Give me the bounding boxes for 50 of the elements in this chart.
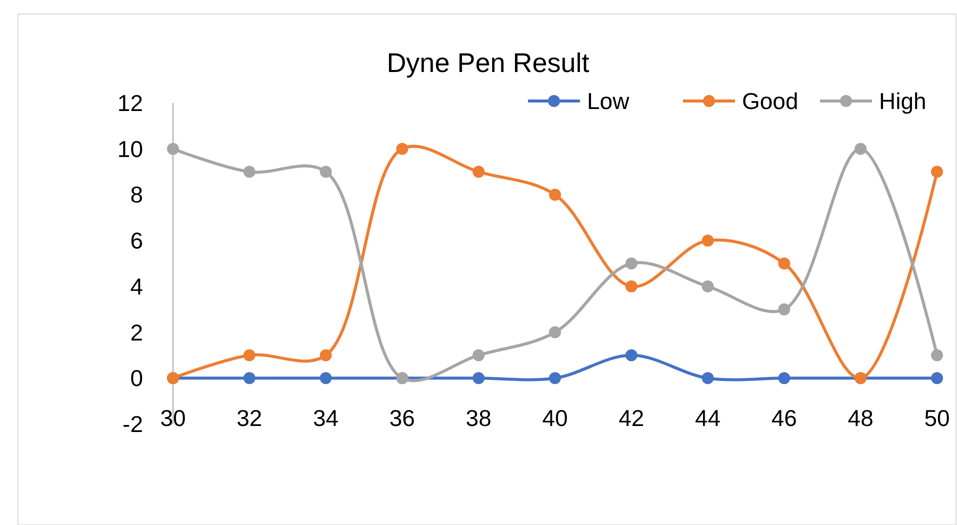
y-tick-label: 4	[130, 273, 144, 300]
point	[625, 280, 638, 292]
x-tick-label: 30	[160, 405, 186, 431]
point	[625, 258, 638, 270]
legend-label: Good	[742, 88, 798, 114]
x-tick-label: 46	[771, 405, 797, 431]
x-tick-label: 32	[236, 405, 262, 431]
x-tick-label: 44	[695, 405, 721, 431]
point	[320, 166, 332, 178]
y-tick-label: -2	[122, 411, 143, 437]
y-tick-label: 8	[130, 182, 143, 208]
y-tick-label: 10	[117, 136, 143, 162]
point	[931, 372, 943, 384]
point	[702, 372, 714, 384]
x-tick-label: 36	[389, 405, 415, 431]
x-tick-label: 50	[924, 405, 950, 431]
point	[778, 372, 790, 384]
point	[702, 280, 714, 292]
x-tick-label: 34	[313, 405, 339, 431]
point	[931, 349, 943, 362]
y-tick-label: 6	[130, 228, 143, 254]
point	[854, 142, 867, 155]
point	[549, 372, 561, 384]
point	[243, 349, 256, 362]
chart-title: Dyne Pen Result	[386, 48, 590, 78]
x-tick-label: 38	[466, 405, 492, 431]
point	[472, 349, 485, 362]
point	[549, 188, 561, 201]
point	[167, 142, 179, 155]
y-tick-label: 2	[130, 319, 143, 346]
point	[472, 372, 485, 384]
point	[549, 326, 561, 338]
point	[320, 372, 332, 384]
y-tick-label: 0	[130, 365, 143, 392]
point	[472, 166, 485, 178]
point	[702, 234, 714, 247]
point	[396, 142, 408, 155]
legend-label: High	[879, 88, 926, 114]
point	[320, 349, 332, 362]
point	[778, 258, 790, 270]
x-tick-label: 48	[848, 405, 874, 431]
x-tick-label: 42	[618, 405, 644, 431]
point	[778, 303, 790, 316]
point	[931, 166, 943, 178]
y-tick-label: 12	[117, 90, 143, 116]
point	[243, 372, 256, 384]
point	[243, 166, 256, 178]
x-tick-label: 40	[542, 405, 568, 431]
legend-label: Low	[587, 88, 630, 114]
point	[625, 349, 638, 362]
